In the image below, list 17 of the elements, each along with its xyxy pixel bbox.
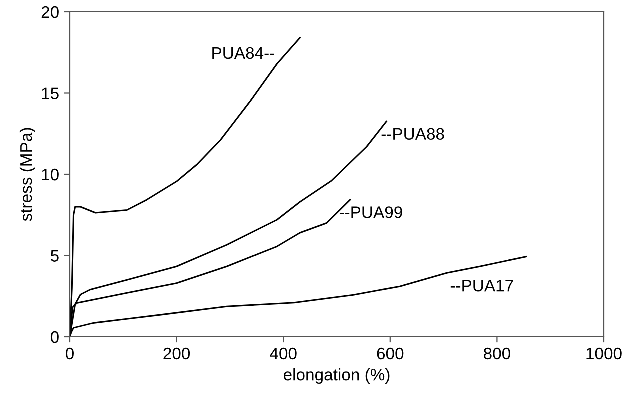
x-tick-label: 1000 [586, 348, 622, 360]
x-tick-label: 400 [270, 348, 297, 360]
y-tick-label: 20 [42, 6, 59, 18]
y-tick-label: 5 [50, 250, 59, 262]
x-tick-label: 200 [164, 348, 190, 360]
y-tick-label: 10 [42, 168, 59, 181]
y-axis-title: stress (MPa) [20, 128, 36, 222]
y-tick-label: 0 [50, 331, 59, 344]
series-label: --PUA17 [450, 280, 514, 292]
series-label: --PUA88 [382, 128, 444, 140]
x-axis-title: elongation (%) [284, 368, 390, 384]
series-label: --PUA99 [340, 206, 402, 218]
y-tick-label: 15 [42, 88, 59, 100]
x-tick-label: 0 [66, 348, 74, 360]
x-tick-label: 600 [377, 348, 404, 360]
x-tick-label: 800 [484, 348, 510, 360]
series-label: PUA84-- [212, 47, 274, 60]
